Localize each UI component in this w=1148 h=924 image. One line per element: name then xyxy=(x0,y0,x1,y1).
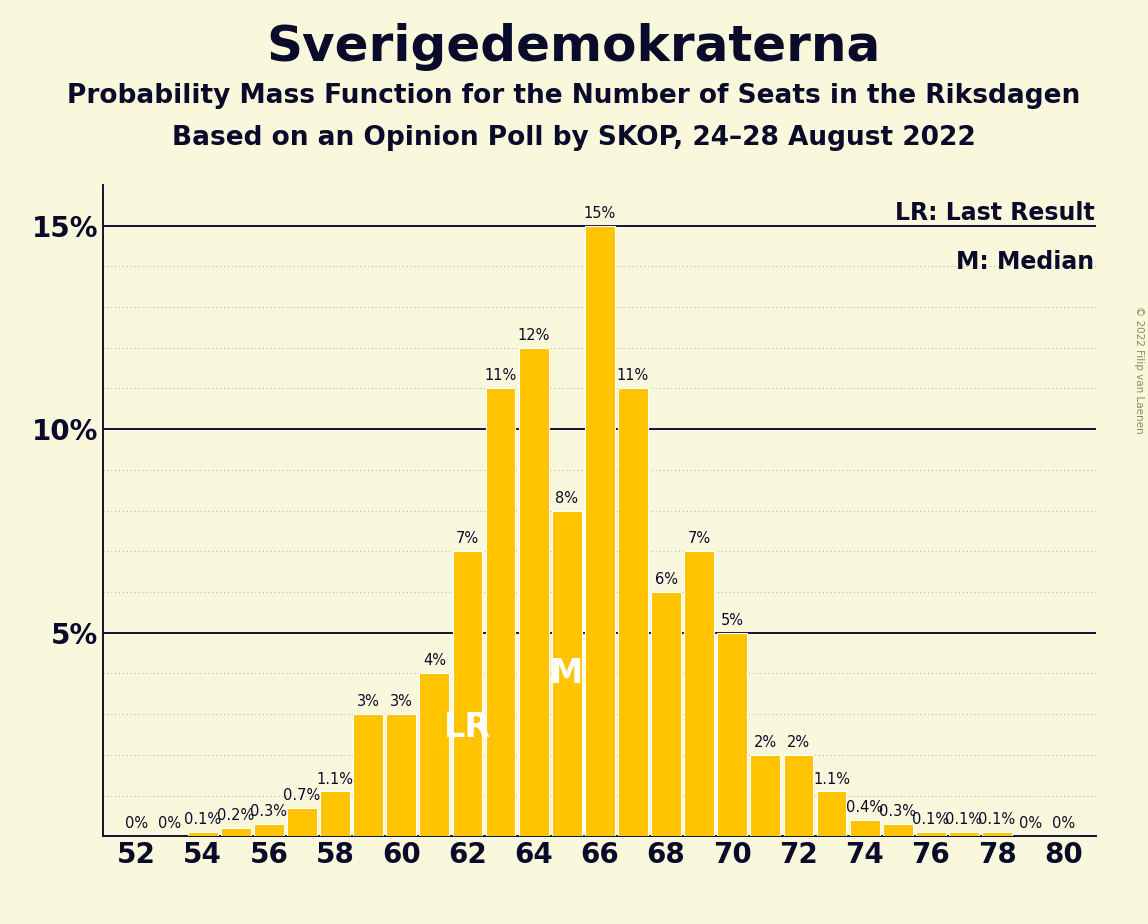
Text: 0.3%: 0.3% xyxy=(250,804,287,819)
Bar xyxy=(354,714,383,836)
Text: 1.1%: 1.1% xyxy=(317,772,354,786)
Text: 12%: 12% xyxy=(518,328,550,343)
Text: 0.3%: 0.3% xyxy=(879,804,916,819)
Text: 0.1%: 0.1% xyxy=(913,812,949,827)
Text: 0.7%: 0.7% xyxy=(284,788,320,803)
Text: 1.1%: 1.1% xyxy=(813,772,850,786)
Bar xyxy=(684,552,714,836)
Bar xyxy=(784,755,813,836)
Text: Sverigedemokraterna: Sverigedemokraterna xyxy=(266,23,882,71)
Bar xyxy=(949,833,979,836)
Text: 0.1%: 0.1% xyxy=(978,812,1016,827)
Text: 0.1%: 0.1% xyxy=(184,812,222,827)
Bar xyxy=(983,833,1011,836)
Text: LR: LR xyxy=(444,711,491,745)
Bar xyxy=(419,674,449,836)
Bar xyxy=(883,824,913,836)
Bar xyxy=(618,388,647,836)
Bar xyxy=(585,225,614,836)
Text: 4%: 4% xyxy=(422,653,445,668)
Text: M: Median: M: Median xyxy=(956,249,1094,274)
Text: 8%: 8% xyxy=(556,491,579,505)
Bar xyxy=(552,510,582,836)
Bar xyxy=(387,714,416,836)
Text: Probability Mass Function for the Number of Seats in the Riksdagen: Probability Mass Function for the Number… xyxy=(68,83,1080,109)
Bar xyxy=(452,552,482,836)
Bar xyxy=(320,792,350,836)
Text: 11%: 11% xyxy=(484,369,517,383)
Text: 0%: 0% xyxy=(1052,816,1075,832)
Text: 0%: 0% xyxy=(158,816,181,832)
Text: Based on an Opinion Poll by SKOP, 24–28 August 2022: Based on an Opinion Poll by SKOP, 24–28 … xyxy=(172,125,976,151)
Text: 0.1%: 0.1% xyxy=(945,812,983,827)
Text: 2%: 2% xyxy=(786,735,810,750)
Text: 0%: 0% xyxy=(1018,816,1041,832)
Bar xyxy=(486,388,515,836)
Text: 7%: 7% xyxy=(456,531,479,546)
Bar xyxy=(519,347,549,836)
Text: 3%: 3% xyxy=(390,694,412,710)
Text: 3%: 3% xyxy=(357,694,380,710)
Text: LR: Last Result: LR: Last Result xyxy=(894,201,1094,225)
Bar xyxy=(916,833,946,836)
Text: 0.2%: 0.2% xyxy=(217,808,255,823)
Text: 6%: 6% xyxy=(654,572,677,587)
Bar xyxy=(751,755,781,836)
Bar xyxy=(287,808,317,836)
Text: 2%: 2% xyxy=(754,735,777,750)
Text: 0.4%: 0.4% xyxy=(846,800,883,815)
Bar xyxy=(254,824,284,836)
Bar xyxy=(816,792,846,836)
Bar xyxy=(188,833,217,836)
Bar xyxy=(850,820,879,836)
Text: © 2022 Filip van Laenen: © 2022 Filip van Laenen xyxy=(1134,306,1143,433)
Bar xyxy=(651,592,681,836)
Text: 5%: 5% xyxy=(721,613,744,627)
Text: 15%: 15% xyxy=(583,206,616,221)
Text: 0%: 0% xyxy=(125,816,148,832)
Text: 11%: 11% xyxy=(616,369,649,383)
Bar xyxy=(718,633,747,836)
Bar xyxy=(220,828,250,836)
Text: M: M xyxy=(550,657,583,690)
Text: 7%: 7% xyxy=(688,531,711,546)
